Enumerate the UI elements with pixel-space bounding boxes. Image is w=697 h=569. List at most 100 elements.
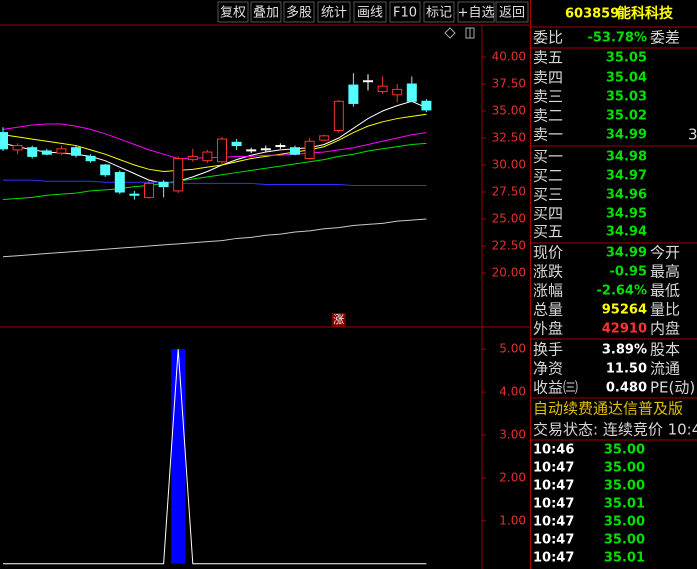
bar [171,349,186,564]
row-label: 买五 [533,223,563,241]
ma-line [2,218,427,258]
row-value: 34.97 [606,169,647,184]
candle-body [377,85,388,93]
y-tick-label: 4.00 [499,385,526,399]
candle-body [144,182,154,198]
candle-body [129,193,140,196]
row-value: 3.89% [602,343,647,358]
y-tick-label: 37.50 [492,77,526,91]
row-label: 卖一 [533,126,563,144]
toolbar-label[interactable]: 叠加 [253,6,279,21]
row-label: 今开 [650,244,680,262]
tick-price: 35.00 [604,461,645,476]
row-label: 卖二 [533,107,563,125]
row-label: 涨幅 [533,282,563,300]
y-tick-label: 27.50 [492,185,526,199]
candle-body [158,181,169,188]
candle-body [217,138,227,163]
candle-body [71,147,81,156]
y-tick-label: 40.00 [492,50,526,64]
ma-line [3,179,427,187]
y-tick-label: 25.00 [492,212,526,226]
toolbar-button[interactable] [317,1,351,23]
row-value: 42910 [602,322,647,337]
row-value: 11.50 [606,362,647,377]
y-tick-label: 35.00 [492,104,526,118]
y-tick-label: 20.00 [492,266,526,280]
candle-body [0,132,8,150]
candle-body [56,148,67,154]
toolbar-label[interactable]: 画线 [357,6,383,21]
row-label: 收益㈢ [533,379,578,397]
y-tick-label: 32.50 [492,131,526,145]
row-value: 34.98 [606,150,647,165]
toolbar-button[interactable] [217,1,249,23]
row-label: 外盘 [533,320,563,338]
tick-price: 35.00 [604,515,645,530]
row-label: 买一 [533,148,563,166]
row-value: 34.95 [606,207,647,222]
candle-body [12,145,23,151]
ma-line [2,123,427,160]
candle-body [41,150,52,155]
status: 交易状态: 连续竞价 10:4 [533,421,697,439]
candle-body [85,155,96,162]
candle-body [246,149,257,152]
y-tick-label: 22.50 [492,239,526,253]
y-tick-label: 30.00 [492,158,526,172]
toolbar-button[interactable] [389,1,421,23]
notice[interactable]: 自动续费通达信普及版 [533,400,683,418]
candle-body [319,135,330,141]
toolbar-label[interactable]: 返回 [499,6,525,21]
toolbar-label[interactable]: 多股 [286,5,312,21]
row-label: 买三 [533,186,563,204]
candle-body [231,141,242,147]
tick-time: 10:47 [533,533,574,548]
row-value: 34.96 [606,188,647,203]
toolbar-button[interactable] [353,1,387,23]
candle-body [333,100,344,131]
candle-body [304,140,315,160]
toolbar-button[interactable] [250,1,282,23]
toolbar-label[interactable]: 复权 [220,5,246,21]
toolbar-button[interactable] [495,1,529,23]
row-label: 量比 [650,301,680,319]
toolbar-label[interactable]: 统计 [321,6,347,21]
toolbar-label[interactable]: +自选 [458,6,495,21]
row-label: 换手 [533,341,563,359]
tick-price: 35.01 [604,497,645,512]
candle-body [173,158,184,192]
toolbar-label[interactable]: F10 [393,6,417,21]
row-label: 现价 [533,244,563,262]
tick-time: 10:47 [533,461,574,476]
row-value: 34.99 [606,246,647,261]
toolbar-button[interactable] [283,1,315,23]
candle-body [202,151,213,162]
candle-body [275,145,286,148]
row-label: 涨跌 [533,263,563,281]
ma-line [2,113,427,172]
candle-body [363,80,373,83]
toolbar-label[interactable]: 标记 [426,6,452,21]
tick-time: 10:47 [533,551,574,566]
y-tick-label: 3.00 [499,427,526,441]
toolbar-button[interactable] [423,1,455,23]
icon[interactable] [444,27,456,39]
row-label: 买二 [533,167,563,185]
row-value: -53.78% [587,31,647,46]
candle-body [114,172,125,193]
toolbar-button[interactable] [457,1,495,23]
signal-line [3,349,427,565]
row-label: 最高 [650,263,680,281]
tick-time: 10:46 [533,443,574,458]
row-value: 35.02 [606,109,647,124]
tick-price: 35.00 [604,479,645,494]
row-label: 净资 [533,360,563,378]
annotation-box [331,313,346,327]
y-tick-label: 1.00 [499,513,526,527]
tick-time: 10:47 [533,515,574,530]
candle-body [27,147,38,157]
row-label: 卖五 [533,49,563,67]
candle-body [187,155,198,161]
